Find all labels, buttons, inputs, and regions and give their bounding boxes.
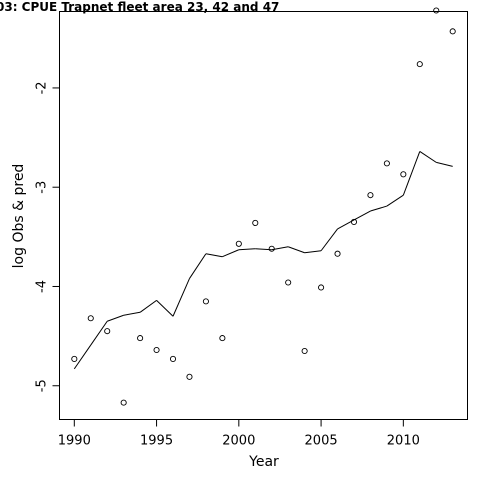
predicted-segment bbox=[189, 253, 207, 279]
predicted-line bbox=[73, 151, 453, 370]
observed-point bbox=[301, 347, 308, 355]
predicted-segment bbox=[123, 311, 141, 316]
observed-point bbox=[104, 328, 111, 335]
predicted-segment bbox=[107, 314, 124, 322]
observed-point bbox=[350, 218, 358, 226]
observed-point bbox=[400, 171, 407, 178]
observed-point bbox=[137, 335, 144, 342]
x-tick-label: 1995 bbox=[140, 434, 173, 449]
plot-frame bbox=[59, 11, 468, 420]
predicted-segment bbox=[386, 194, 404, 207]
observed-point bbox=[153, 346, 160, 354]
observed-point bbox=[252, 219, 259, 226]
y-tick-label: -3 bbox=[35, 181, 50, 194]
observed-point bbox=[383, 160, 390, 167]
predicted-segment bbox=[172, 278, 190, 317]
observed-point bbox=[367, 192, 374, 199]
observed-point bbox=[318, 284, 325, 291]
observed-point bbox=[71, 355, 78, 362]
x-axis: 1990 1995 2000 2005 2010 bbox=[58, 419, 420, 449]
observed-point bbox=[219, 335, 226, 342]
observed-points bbox=[71, 7, 456, 406]
observed-point bbox=[433, 7, 440, 14]
y-axis: -5 -4 -3 -2 bbox=[35, 81, 60, 392]
observed-point bbox=[235, 240, 242, 247]
y-tick-label: -2 bbox=[35, 81, 50, 94]
predicted-segment bbox=[288, 246, 305, 254]
x-tick-label: 2010 bbox=[387, 434, 420, 449]
predicted-segment bbox=[73, 344, 92, 370]
predicted-segment bbox=[353, 210, 371, 221]
observed-point bbox=[202, 298, 209, 305]
observed-point bbox=[285, 279, 292, 286]
observed-point bbox=[334, 250, 341, 257]
predicted-segment bbox=[90, 320, 108, 346]
predicted-segment bbox=[222, 249, 240, 258]
predicted-segment bbox=[436, 161, 453, 167]
observed-point bbox=[186, 373, 193, 380]
observed-point bbox=[87, 315, 94, 322]
y-tick-label: -5 bbox=[35, 379, 50, 392]
chart-title: 03: CPUE Trapnet fleet area 23, 42 and 4… bbox=[0, 0, 279, 14]
y-tick-label: -4 bbox=[35, 280, 50, 293]
observed-point bbox=[268, 245, 275, 252]
x-axis-label: Year bbox=[248, 454, 279, 470]
predicted-segment bbox=[205, 253, 223, 258]
predicted-segment bbox=[320, 228, 338, 252]
observed-point bbox=[449, 28, 456, 35]
y-axis-label: log Obs & pred bbox=[11, 164, 27, 269]
predicted-segment bbox=[370, 205, 388, 212]
x-tick-label: 1990 bbox=[58, 434, 91, 449]
predicted-segment bbox=[304, 250, 322, 254]
predicted-segment bbox=[419, 151, 437, 163]
x-tick-label: 2005 bbox=[305, 434, 338, 449]
predicted-segment bbox=[156, 300, 174, 317]
predicted-segment bbox=[238, 248, 256, 251]
observed-point bbox=[169, 355, 177, 362]
observed-point bbox=[416, 61, 423, 68]
observed-point bbox=[120, 399, 127, 406]
predicted-segment bbox=[139, 299, 157, 313]
x-tick-label: 2000 bbox=[222, 434, 255, 449]
predicted-segment bbox=[402, 151, 421, 196]
